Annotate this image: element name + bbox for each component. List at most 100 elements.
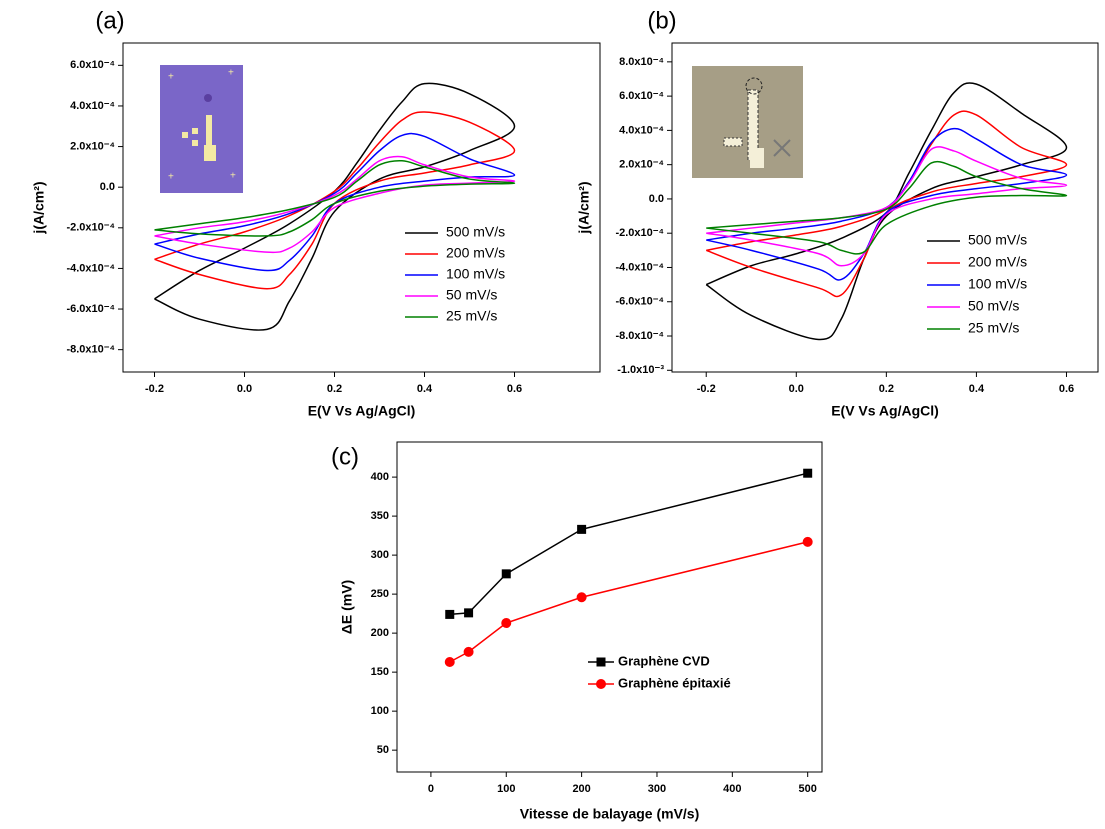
- inset-shape: [723, 137, 743, 147]
- legend-label: 100 mV/s: [446, 266, 505, 282]
- y-tick-label: -4.0x10⁻⁴: [615, 261, 664, 273]
- plot-frame: [122, 42, 601, 373]
- y-tick-label: 4.0x10⁻⁴: [70, 100, 115, 112]
- inset-mark: +: [230, 171, 236, 182]
- y-tick-label: -2.0x10⁻⁴: [66, 222, 115, 234]
- y-tick-label: -8.0x10⁻⁴: [66, 344, 115, 356]
- x-axis-title: E(V Vs Ag/AgCl): [831, 403, 939, 419]
- y-tick-label: 200: [371, 627, 389, 639]
- point-marker: [463, 646, 474, 657]
- legend-label: 100 mV/s: [968, 276, 1027, 292]
- plot-frame: [396, 441, 823, 773]
- legend-label: 500 mV/s: [968, 232, 1027, 248]
- y-tick-label: 0.0: [100, 181, 115, 193]
- y-tick-label: -1.0x10⁻³: [617, 364, 664, 376]
- inset-shape: [204, 94, 212, 102]
- legend-marker: [596, 657, 606, 667]
- panel-label: (a): [95, 7, 124, 34]
- series-line: [706, 127, 1068, 281]
- series-line: [449, 541, 808, 663]
- x-tick-label: 100: [497, 783, 515, 795]
- y-tick-label: -2.0x10⁻⁴: [615, 227, 664, 239]
- y-tick-label: 50: [377, 744, 389, 756]
- x-axis-title: E(V Vs Ag/AgCl): [308, 403, 416, 419]
- series-line: [706, 160, 1068, 255]
- y-tick-label: 100: [371, 705, 389, 717]
- y-tick-label: 400: [371, 471, 389, 483]
- x-axis-title: Vitesse de balayage (mV/s): [520, 806, 700, 822]
- x-tick-label: 0.4: [417, 383, 433, 395]
- x-tick-label: 0.2: [879, 383, 894, 395]
- point-marker: [803, 468, 813, 478]
- point-marker: [464, 608, 474, 618]
- x-tick-label: 0: [428, 783, 434, 795]
- plot-frame: [671, 42, 1099, 373]
- y-tick-label: 6.0x10⁻⁴: [619, 90, 664, 102]
- legend-marker: [596, 679, 606, 689]
- legend-label: 25 mV/s: [446, 308, 497, 324]
- x-tick-label: 0.4: [969, 383, 985, 395]
- x-tick-label: 0.0: [237, 383, 252, 395]
- y-tick-label: 350: [371, 510, 389, 522]
- y-tick-label: 6.0x10⁻⁴: [70, 59, 115, 71]
- inset-shape: [750, 148, 764, 168]
- point-marker: [802, 536, 813, 547]
- series-line: [154, 132, 516, 272]
- series-line: [449, 472, 808, 616]
- inset-shape: [182, 132, 188, 138]
- x-tick-label: 500: [799, 783, 817, 795]
- point-marker: [501, 617, 512, 628]
- inset-photo-b: [692, 66, 803, 178]
- x-tick-label: 400: [723, 783, 741, 795]
- point-marker: [501, 569, 511, 579]
- y-tick-label: -4.0x10⁻⁴: [66, 262, 115, 274]
- x-tick-label: 0.6: [1059, 383, 1074, 395]
- y-tick-label: 0.0: [649, 193, 664, 205]
- point-marker: [444, 657, 455, 667]
- inset-photo-a: + + + +: [160, 65, 243, 193]
- y-tick-label: -8.0x10⁻⁴: [615, 330, 664, 342]
- x-tick-label: 0.0: [789, 383, 804, 395]
- inset-shape: [192, 140, 198, 146]
- y-tick-label: 250: [371, 588, 389, 600]
- y-tick-label: 2.0x10⁻⁴: [619, 159, 664, 171]
- y-tick-label: 2.0x10⁻⁴: [70, 140, 115, 152]
- legend-label: 200 mV/s: [968, 254, 1027, 270]
- inset-mark: +: [168, 72, 174, 83]
- inset-shape: [204, 145, 216, 161]
- legend-label: 50 mV/s: [968, 298, 1019, 314]
- series-line: [705, 82, 1068, 341]
- y-tick-label: 4.0x10⁻⁴: [619, 124, 664, 136]
- series-line: [154, 155, 516, 254]
- series-line: [705, 110, 1068, 298]
- y-axis-title: j(A/cm²): [576, 181, 592, 234]
- inset-shape: [773, 139, 791, 157]
- legend-label: 500 mV/s: [446, 224, 505, 240]
- point-marker: [577, 524, 587, 534]
- legend-label: Graphène épitaxié: [618, 675, 731, 690]
- x-tick-label: -0.2: [697, 383, 716, 395]
- y-tick-label: 300: [371, 549, 389, 561]
- y-tick-label: -6.0x10⁻⁴: [615, 296, 664, 308]
- x-tick-label: 300: [648, 783, 666, 795]
- y-tick-label: 150: [371, 666, 389, 678]
- inset-mark: +: [168, 172, 174, 183]
- y-axis-title: j(A/cm²): [31, 181, 47, 234]
- legend-label: Graphène CVD: [618, 653, 710, 668]
- x-tick-label: 0.6: [507, 383, 522, 395]
- point-marker: [576, 592, 587, 603]
- legend-label: 50 mV/s: [446, 287, 497, 303]
- y-axis-title: ΔE (mV): [339, 580, 355, 634]
- y-tick-label: -6.0x10⁻⁴: [66, 303, 115, 315]
- inset-shape: [745, 77, 763, 95]
- series-line: [154, 159, 516, 237]
- series-line: [154, 82, 516, 331]
- panel-label: (b): [647, 7, 676, 34]
- x-tick-label: 200: [572, 783, 590, 795]
- panel-label: (c): [331, 443, 359, 470]
- inset-background: [160, 65, 243, 193]
- x-tick-label: 0.2: [327, 383, 342, 395]
- y-tick-label: 8.0x10⁻⁴: [619, 56, 664, 68]
- series-line: [154, 111, 516, 290]
